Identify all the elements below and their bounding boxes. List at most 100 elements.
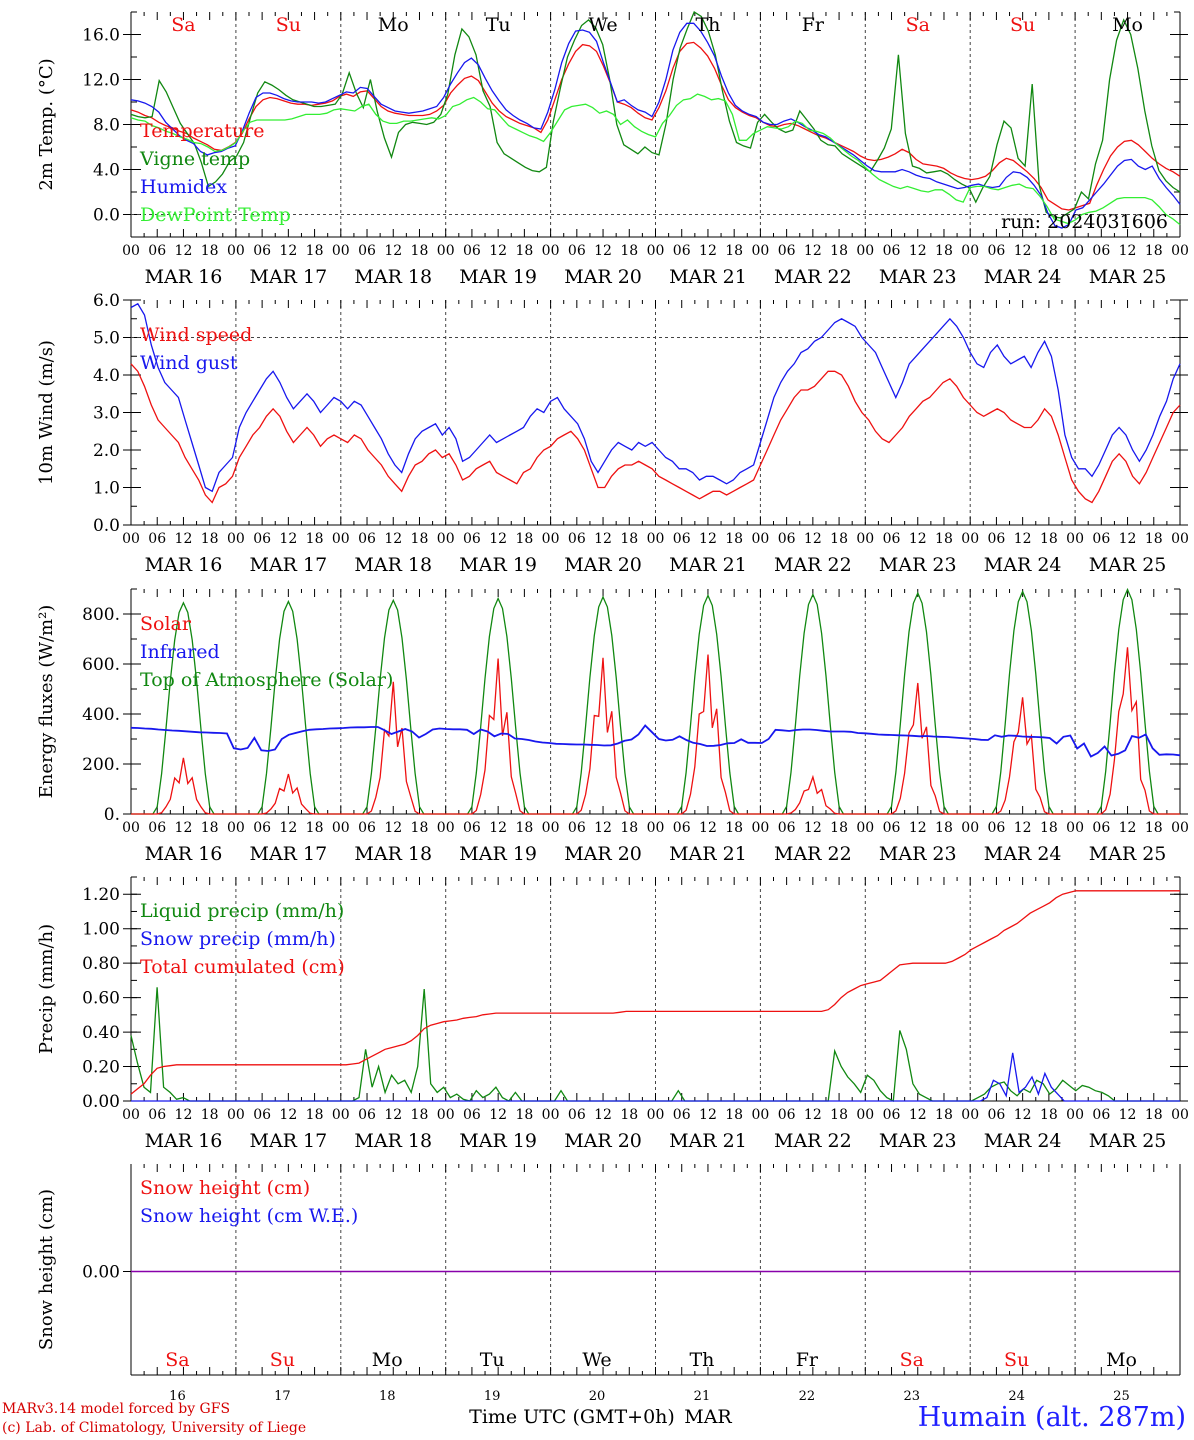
hour-label: 00 bbox=[1066, 820, 1084, 836]
hour-label: 12 bbox=[909, 531, 927, 547]
hour-label: 18 bbox=[306, 531, 324, 547]
weekday-label-bottom: Su bbox=[1004, 1349, 1029, 1371]
hour-label: 18 bbox=[725, 531, 743, 547]
hour-label: 00 bbox=[856, 243, 874, 259]
hour-label: 06 bbox=[778, 531, 796, 547]
y-tick-label: 12.0 bbox=[82, 71, 120, 91]
hour-label: 00 bbox=[751, 820, 769, 836]
y-tick-label: 2.0 bbox=[93, 441, 120, 461]
hour-label: 06 bbox=[988, 531, 1006, 547]
hour-label: 00 bbox=[961, 1107, 979, 1123]
y-tick-label: 5.0 bbox=[93, 329, 120, 349]
x-axis-title: Time UTC (GMT+0h) bbox=[469, 1406, 675, 1428]
hour-label: 12 bbox=[699, 531, 717, 547]
day-label: MAR 24 bbox=[984, 554, 1062, 576]
weekday-label: Sa bbox=[171, 14, 195, 36]
hour-label: 06 bbox=[988, 243, 1006, 259]
weekday-label-bottom: Mo bbox=[372, 1349, 403, 1371]
day-label: MAR 20 bbox=[564, 554, 642, 576]
hour-label: 12 bbox=[384, 243, 402, 259]
day-label: MAR 16 bbox=[145, 1130, 223, 1152]
day-number: 20 bbox=[589, 1389, 606, 1404]
hour-label: 06 bbox=[358, 1107, 376, 1123]
hour-label: 12 bbox=[699, 243, 717, 259]
hour-label: 12 bbox=[1014, 243, 1032, 259]
day-label: MAR 23 bbox=[879, 1130, 957, 1152]
hour-label: 18 bbox=[935, 243, 953, 259]
model-credit-line: MARv3.14 model forced by GFS bbox=[2, 1401, 231, 1417]
hour-label: 06 bbox=[358, 820, 376, 836]
weekday-label: Mo bbox=[1112, 14, 1143, 36]
hour-label: 06 bbox=[778, 820, 796, 836]
hour-label: 00 bbox=[1066, 531, 1084, 547]
series-line bbox=[130, 724, 1181, 758]
day-label: MAR 19 bbox=[459, 1130, 537, 1152]
hour-label: 00 bbox=[856, 1107, 874, 1123]
day-number: 19 bbox=[484, 1389, 501, 1404]
day-label: MAR 21 bbox=[669, 843, 747, 865]
hour-label: 00 bbox=[332, 531, 350, 547]
hour-label: 12 bbox=[1119, 1107, 1137, 1123]
hour-label: 18 bbox=[1040, 820, 1058, 836]
day-label: MAR 20 bbox=[564, 1130, 642, 1152]
day-number: 25 bbox=[1113, 1389, 1130, 1404]
hour-label: 12 bbox=[594, 820, 612, 836]
legend-entry: Humidex bbox=[140, 176, 227, 198]
hour-label: 18 bbox=[935, 531, 953, 547]
day-label: MAR 22 bbox=[774, 554, 852, 576]
hour-label: 18 bbox=[1040, 243, 1058, 259]
y-tick-label: 16.0 bbox=[82, 26, 120, 46]
hour-label: 18 bbox=[830, 820, 848, 836]
hour-label: 12 bbox=[1119, 531, 1137, 547]
lab-credit-line: (c) Lab. of Climatology, University of L… bbox=[2, 1420, 307, 1436]
day-number: 23 bbox=[903, 1389, 920, 1404]
hour-label: 18 bbox=[1145, 243, 1163, 259]
hour-label: 18 bbox=[306, 1107, 324, 1123]
day-label: MAR 23 bbox=[879, 554, 957, 576]
hour-label: 12 bbox=[489, 1107, 507, 1123]
hour-label: 00 bbox=[1066, 243, 1084, 259]
hour-label: 00 bbox=[961, 243, 979, 259]
y-tick-label: 0.60 bbox=[82, 989, 120, 1009]
y-tick-label: 800. bbox=[82, 605, 120, 625]
hour-label: 00 bbox=[332, 1107, 350, 1123]
day-label: MAR 20 bbox=[564, 843, 642, 865]
y-tick-label: 0.0 bbox=[93, 206, 120, 226]
hour-label: 06 bbox=[778, 243, 796, 259]
day-label: MAR 17 bbox=[249, 266, 327, 288]
hour-label: 00 bbox=[751, 531, 769, 547]
hour-label: 18 bbox=[620, 820, 638, 836]
hour-label: 18 bbox=[725, 820, 743, 836]
hour-label: 00 bbox=[647, 820, 665, 836]
day-number: 17 bbox=[274, 1389, 291, 1404]
hour-label: 18 bbox=[201, 243, 219, 259]
month-label: MAR bbox=[684, 1406, 732, 1428]
model-credits: MARv3.14 model forced by GFS (c) Lab. of… bbox=[2, 1400, 306, 1438]
weekday-label: Fr bbox=[802, 14, 825, 36]
hour-label: 18 bbox=[935, 1107, 953, 1123]
day-label: MAR 19 bbox=[459, 843, 537, 865]
hour-label: 06 bbox=[463, 243, 481, 259]
hour-label: 12 bbox=[384, 820, 402, 836]
hour-label: 00 bbox=[647, 531, 665, 547]
hour-label: 12 bbox=[175, 243, 193, 259]
hour-label: 18 bbox=[1145, 531, 1163, 547]
day-label: MAR 20 bbox=[564, 266, 642, 288]
hour-label: 06 bbox=[148, 243, 166, 259]
hour-label: 00 bbox=[961, 820, 979, 836]
legend-entry: Top of Atmosphere (Solar) bbox=[140, 669, 393, 691]
hour-label: 18 bbox=[1145, 820, 1163, 836]
weekday-label-bottom: Sa bbox=[165, 1349, 189, 1371]
y-tick-label: 0. bbox=[104, 805, 120, 825]
hour-label: 12 bbox=[489, 531, 507, 547]
hour-label: 18 bbox=[201, 820, 219, 836]
hour-label: 12 bbox=[279, 243, 297, 259]
hour-label: 00 bbox=[751, 243, 769, 259]
legend-entry: Vigne temp bbox=[139, 148, 250, 170]
day-label: MAR 16 bbox=[145, 266, 223, 288]
legend-entry: Wind gust bbox=[140, 352, 238, 374]
hour-label: 06 bbox=[253, 243, 271, 259]
day-label: MAR 18 bbox=[354, 266, 432, 288]
hour-label: 00 bbox=[122, 531, 140, 547]
